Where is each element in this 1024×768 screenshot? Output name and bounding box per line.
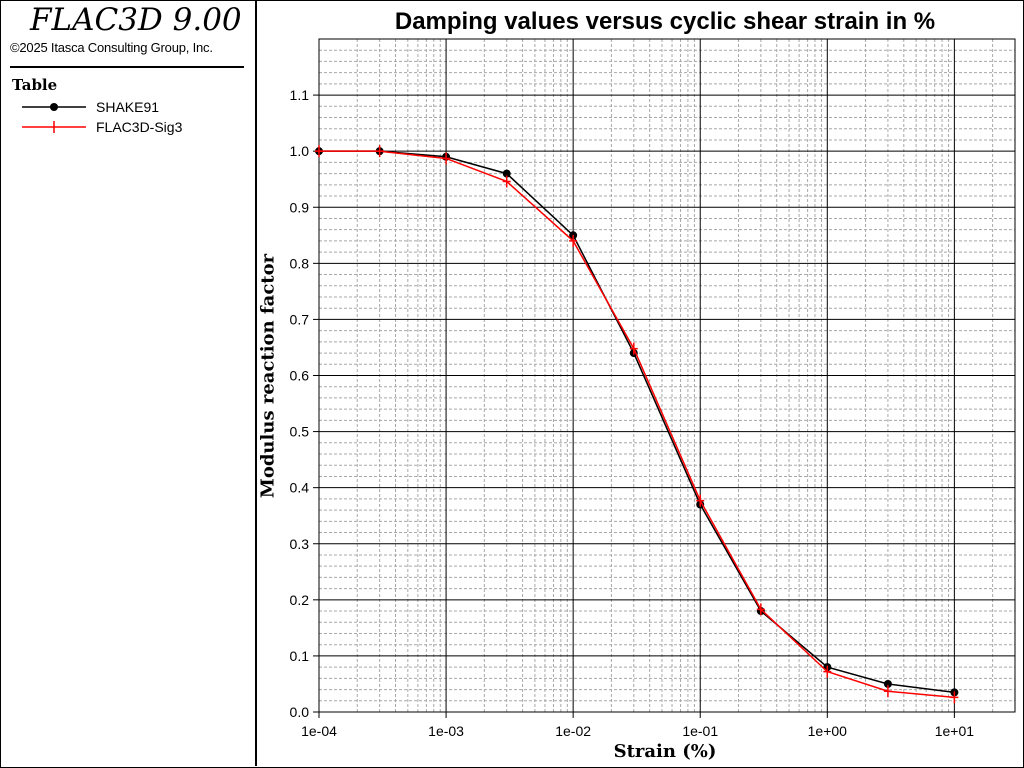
legend-panel: FLAC3D 9.00 ©2025 Itasca Consulting Grou… bbox=[0, 0, 255, 766]
legend-swatch-shake91 bbox=[22, 103, 86, 111]
data-point bbox=[883, 685, 892, 698]
y-tick-label: 0.9 bbox=[290, 199, 310, 215]
data-point bbox=[569, 234, 578, 247]
x-tick-label: 1e-02 bbox=[555, 723, 591, 739]
legend-entry-shake91: SHAKE91 bbox=[22, 98, 242, 116]
title-divider bbox=[10, 66, 244, 68]
y-tick-label: 1.1 bbox=[290, 87, 310, 103]
y-tick-label: 0.4 bbox=[290, 480, 310, 496]
data-point bbox=[442, 152, 451, 165]
data-point bbox=[756, 603, 765, 616]
x-tick-label: 1e+01 bbox=[935, 723, 975, 739]
y-axis-label: Modulus reaction factor bbox=[257, 253, 279, 499]
y-tick-label: 0.2 bbox=[290, 592, 310, 608]
x-tick-label: 1e-03 bbox=[428, 723, 464, 739]
legend-label-flac3d-sig3: FLAC3D-Sig3 bbox=[96, 119, 183, 135]
legend-swatch-flac3d-sig3 bbox=[22, 121, 86, 133]
data-point bbox=[502, 175, 511, 188]
y-tick-label: 0.6 bbox=[290, 368, 310, 384]
data-point bbox=[950, 691, 959, 704]
data-point bbox=[315, 145, 323, 158]
legend-heading: Table bbox=[12, 76, 58, 94]
x-tick-label: 1e-01 bbox=[682, 723, 718, 739]
y-tick-label: 0.3 bbox=[290, 536, 310, 552]
axis-ticks: 1e-04 1e-03 1e-02 1e-01 1e+00 1e+01 0.0 0.1 0.2 0… bbox=[290, 87, 975, 739]
y-tick-label: 0.7 bbox=[290, 311, 310, 327]
data-point bbox=[696, 494, 705, 507]
chart-title: Damping values versus cyclic shear strai… bbox=[394, 8, 936, 35]
y-tick-label: 0.0 bbox=[290, 704, 310, 720]
data-point bbox=[502, 169, 511, 178]
data-point bbox=[883, 679, 892, 688]
series-line-flac3d-sig3 bbox=[319, 150, 955, 699]
series-layer bbox=[315, 145, 959, 704]
legend-label-shake91: SHAKE91 bbox=[96, 99, 160, 115]
data-point bbox=[375, 145, 384, 158]
copyright-notice: ©2025 Itasca Consulting Group, Inc. bbox=[10, 40, 213, 55]
y-tick-label: 0.1 bbox=[290, 648, 310, 664]
legend-entry-flac3d-sig3: FLAC3D-Sig3 bbox=[22, 118, 242, 136]
app-title: FLAC3D 9.00 bbox=[30, 2, 242, 38]
x-tick-label: 1e+00 bbox=[808, 723, 848, 739]
y-tick-label: 1.0 bbox=[290, 143, 310, 159]
data-point bbox=[629, 342, 638, 355]
y-tick-label: 0.5 bbox=[290, 424, 310, 440]
panel-divider bbox=[255, 0, 257, 766]
data-point bbox=[823, 665, 832, 678]
x-axis-label: Strain (%) bbox=[613, 741, 717, 762]
y-tick-label: 0.8 bbox=[290, 255, 310, 271]
x-tick-label: 1e-04 bbox=[301, 723, 337, 739]
